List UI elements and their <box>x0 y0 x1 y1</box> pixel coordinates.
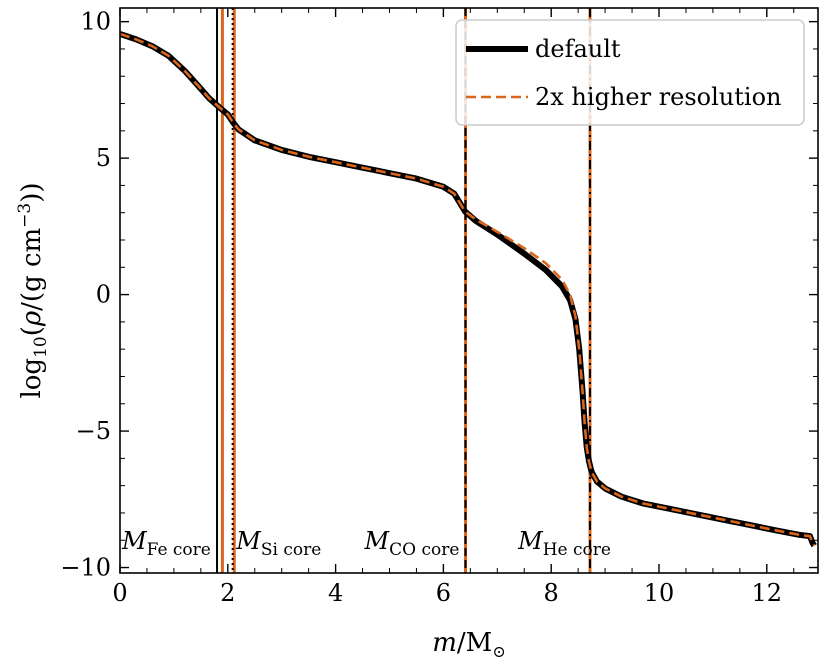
x-tick-label: 4 <box>328 579 343 607</box>
x-tick-label: 2 <box>220 579 235 607</box>
legend-label-default: default <box>535 35 621 63</box>
axes: 0 2 4 6 8 10 12 −10 −5 0 5 10 m/M⊙ log10(ρ/(g cm−3)) <box>15 7 819 661</box>
core-labels: MFe core MSi core MCO core MHe core <box>121 527 611 560</box>
y-tick-label: 5 <box>96 144 111 172</box>
x-tick-label: 12 <box>752 579 783 607</box>
x-tick-label: 10 <box>644 579 675 607</box>
core-label-si-core: MSi core <box>235 527 321 560</box>
y-tick-label: 0 <box>96 281 111 309</box>
core-label-co-core: MCO core <box>364 527 460 560</box>
y-tick-label: 10 <box>80 8 111 36</box>
y-tick-label: −5 <box>76 417 111 445</box>
x-tick-label: 8 <box>544 579 559 607</box>
x-tick-label: 6 <box>436 579 451 607</box>
core-label-fe-core: MFe core <box>121 527 211 560</box>
core-label-he-core: MHe core <box>517 527 611 560</box>
y-tick-label: −10 <box>60 554 111 582</box>
legend: default 2x higher resolution <box>455 19 805 126</box>
legend-label-highres: 2x higher resolution <box>535 83 782 111</box>
plot-frame <box>119 7 819 574</box>
y-axis-title: log10(ρ/(g cm−3)) <box>15 182 51 398</box>
x-tick-label: 0 <box>112 579 127 607</box>
legend-box <box>455 19 805 126</box>
series-line-highres <box>120 32 816 547</box>
x-axis-title: m/M⊙ <box>432 628 505 661</box>
